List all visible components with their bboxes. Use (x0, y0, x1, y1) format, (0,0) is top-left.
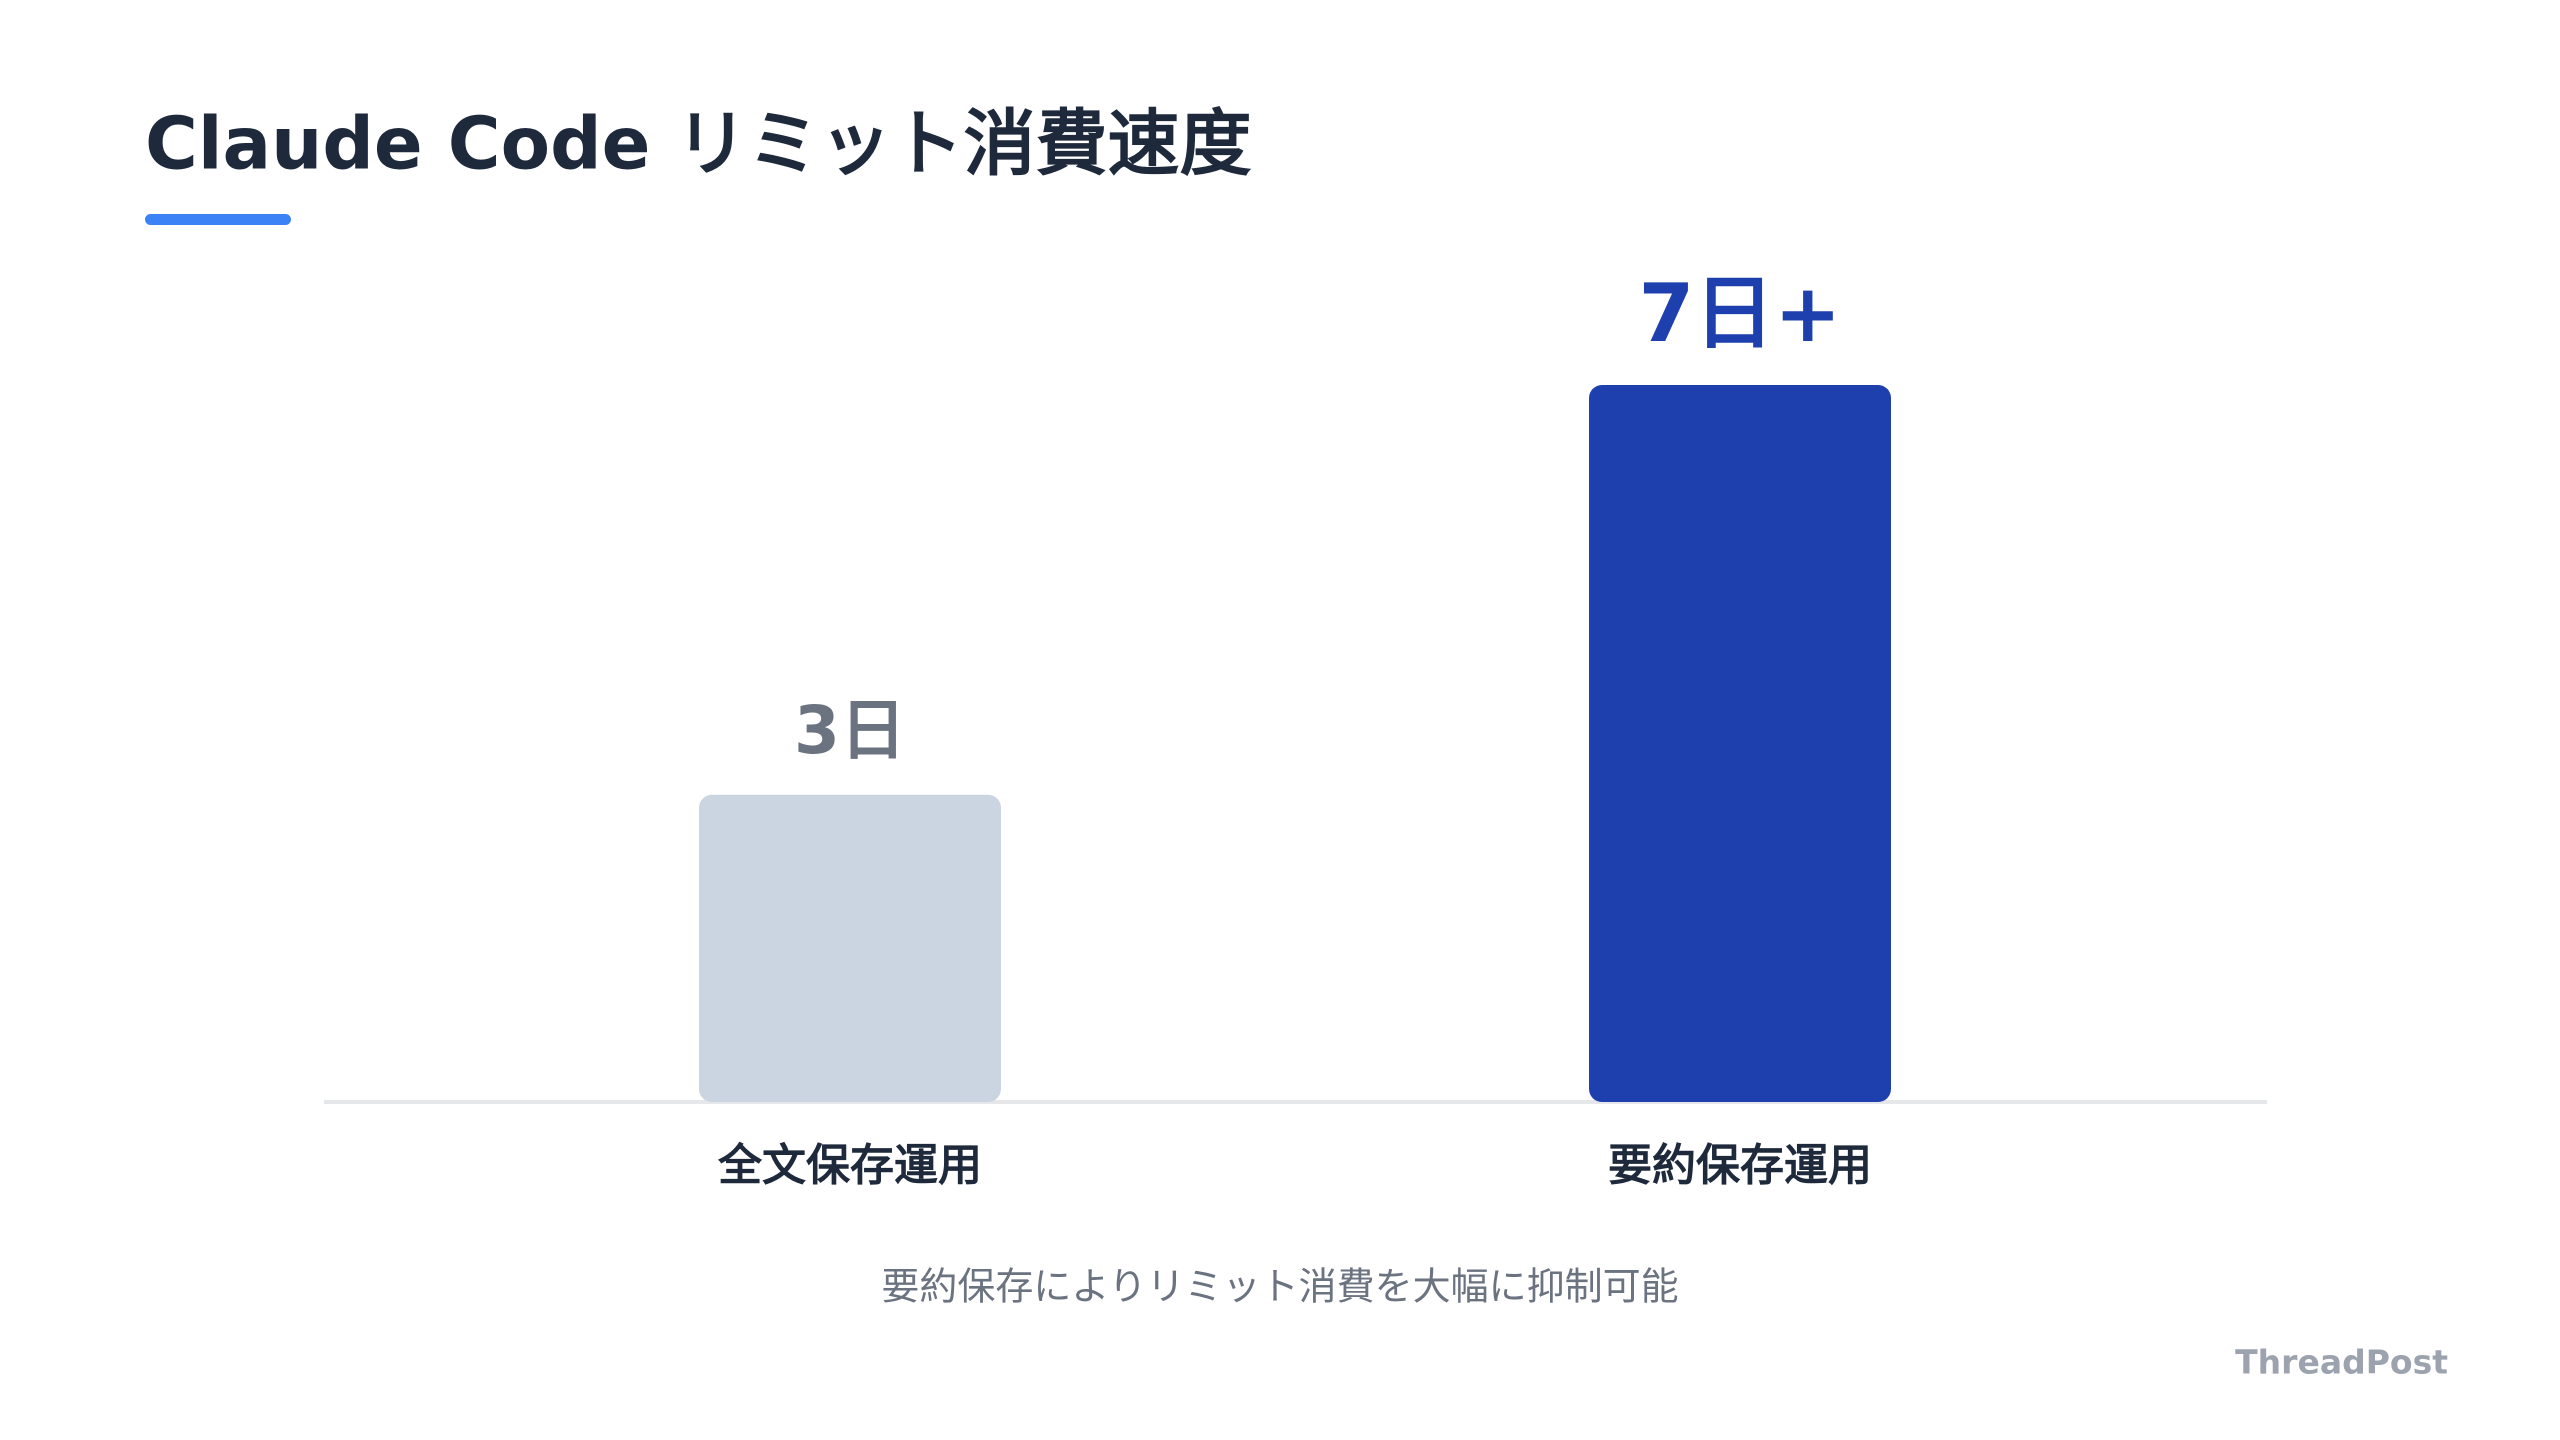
brand: ThreadPost (2235, 1343, 2448, 1382)
title-underline (145, 214, 291, 225)
x-tick-label: 全文保存運用 (717, 1140, 982, 1191)
value-label: 3日 (794, 692, 906, 769)
chart-title: Claude Code リミット消費速度 (145, 102, 1252, 186)
bar (1589, 385, 1891, 1102)
bar (699, 794, 1001, 1102)
value-label: 7日+ (1639, 267, 1842, 360)
x-tick-label: 要約保存運用 (1608, 1140, 1872, 1191)
caption: 要約保存によりリミット消費を大幅に抑制可能 (881, 1265, 1678, 1309)
